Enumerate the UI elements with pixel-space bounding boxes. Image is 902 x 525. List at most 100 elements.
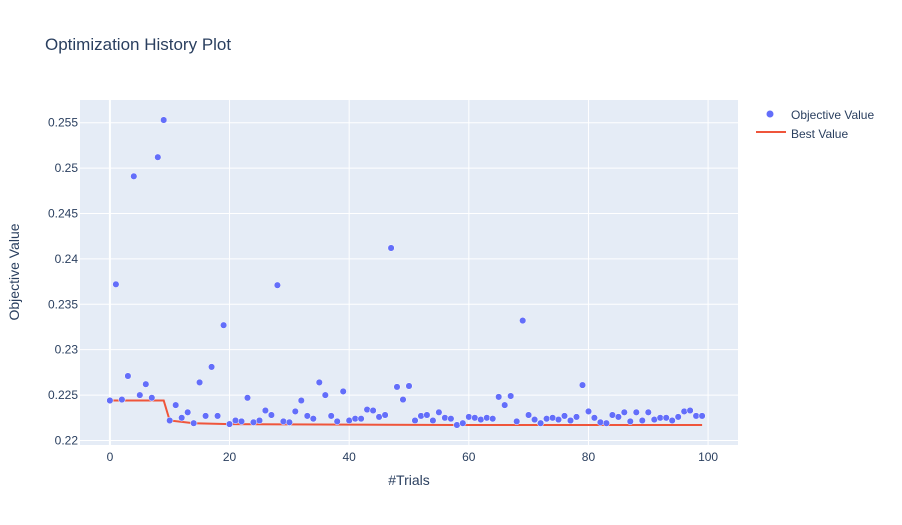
objective-value-point[interactable] <box>136 391 144 399</box>
objective-value-point[interactable] <box>172 401 180 409</box>
objective-value-point[interactable] <box>656 414 664 422</box>
objective-value-point[interactable] <box>255 416 264 425</box>
objective-value-point[interactable] <box>142 380 150 388</box>
objective-value-point[interactable] <box>686 406 694 415</box>
objective-value-point[interactable] <box>435 408 443 416</box>
objective-value-point[interactable] <box>154 153 162 161</box>
objective-value-point[interactable] <box>345 416 353 425</box>
objective-value-point[interactable] <box>692 412 700 420</box>
objective-value-point[interactable] <box>225 420 234 428</box>
objective-value-point[interactable] <box>668 416 676 425</box>
objective-value-point[interactable] <box>166 416 174 425</box>
objective-value-point[interactable] <box>453 421 461 429</box>
objective-value-point[interactable] <box>214 412 222 420</box>
objective-value-point[interactable] <box>381 411 389 419</box>
objective-value-point[interactable] <box>501 401 509 409</box>
objective-value-point[interactable] <box>584 407 593 415</box>
objective-value-point[interactable] <box>178 414 186 422</box>
objective-value-point[interactable] <box>441 414 449 422</box>
objective-value-point[interactable] <box>411 416 419 425</box>
objective-value-point[interactable] <box>429 416 437 425</box>
objective-value-point[interactable] <box>220 321 228 329</box>
objective-value-point[interactable] <box>375 413 383 421</box>
objective-value-point[interactable] <box>680 407 688 415</box>
objective-value-point[interactable] <box>626 417 634 425</box>
objective-value-point[interactable] <box>202 412 210 420</box>
objective-value-point[interactable] <box>477 416 485 424</box>
objective-value-point[interactable] <box>148 394 156 402</box>
objective-value-point[interactable] <box>572 413 581 421</box>
objective-value-point[interactable] <box>297 396 305 405</box>
objective-value-point[interactable] <box>231 416 240 425</box>
objective-value-point[interactable] <box>698 412 706 420</box>
legend-item-best-value[interactable]: Best Value <box>756 127 848 141</box>
objective-value-point[interactable] <box>184 408 192 416</box>
objective-value-point[interactable] <box>333 417 341 425</box>
objective-value-point[interactable] <box>483 414 491 422</box>
objective-value-point[interactable] <box>387 244 395 252</box>
objective-value-point[interactable] <box>267 411 275 419</box>
objective-value-point[interactable] <box>321 391 329 399</box>
objective-value-point[interactable] <box>578 381 587 389</box>
objective-value-point[interactable] <box>507 392 515 400</box>
objective-value-point[interactable] <box>465 413 473 421</box>
objective-value-point[interactable] <box>513 417 521 425</box>
objective-value-point[interactable] <box>447 415 455 423</box>
legend[interactable]: Objective Value Best Value <box>756 108 874 141</box>
objective-value-point[interactable] <box>399 396 407 404</box>
objective-value-point[interactable] <box>118 396 126 404</box>
objective-value-point[interactable] <box>405 382 413 390</box>
objective-value-point[interactable] <box>124 372 132 380</box>
objective-value-point[interactable] <box>566 416 575 425</box>
objective-value-point[interactable] <box>303 412 311 420</box>
objective-value-point[interactable] <box>249 418 258 426</box>
objective-value-point[interactable] <box>243 394 252 402</box>
legend-item-objective-value[interactable]: Objective Value <box>766 108 875 122</box>
objective-value-point[interactable] <box>543 415 551 423</box>
objective-value-point[interactable] <box>596 418 604 426</box>
objective-value-point[interactable] <box>662 414 670 422</box>
objective-value-point[interactable] <box>417 412 425 420</box>
objective-value-point[interactable] <box>471 414 479 422</box>
objective-value-point[interactable] <box>291 407 299 415</box>
objective-value-point[interactable] <box>112 280 120 288</box>
objective-value-point[interactable] <box>160 116 168 124</box>
objective-value-point[interactable] <box>339 387 347 395</box>
objective-value-point[interactable] <box>130 172 138 180</box>
objective-value-point[interactable] <box>327 412 335 420</box>
objective-value-point[interactable] <box>237 417 246 425</box>
objective-value-point[interactable] <box>525 411 533 419</box>
objective-value-point[interactable] <box>674 413 682 421</box>
objective-value-point[interactable] <box>650 416 658 424</box>
objective-value-point[interactable] <box>495 393 503 401</box>
objective-value-point[interactable] <box>560 412 569 420</box>
objective-value-point[interactable] <box>309 415 317 423</box>
objective-value-point[interactable] <box>602 419 610 427</box>
objective-value-point[interactable] <box>537 419 545 427</box>
objective-value-point[interactable] <box>423 411 431 419</box>
objective-value-point[interactable] <box>549 414 557 422</box>
objective-value-point[interactable] <box>285 418 293 426</box>
objective-value-point[interactable] <box>590 414 598 422</box>
objective-value-point[interactable] <box>554 416 563 424</box>
objective-value-point[interactable] <box>459 419 467 427</box>
objective-value-point[interactable] <box>106 396 114 405</box>
objective-value-point[interactable] <box>620 408 628 416</box>
objective-value-point[interactable] <box>357 415 365 423</box>
objective-value-point[interactable] <box>393 383 401 391</box>
objective-value-point[interactable] <box>208 363 216 371</box>
objective-value-point[interactable] <box>608 411 616 419</box>
objective-value-point[interactable] <box>196 378 204 386</box>
objective-value-point[interactable] <box>369 406 377 415</box>
objective-value-point[interactable] <box>632 408 640 416</box>
objective-value-point[interactable] <box>351 415 359 423</box>
objective-value-point[interactable] <box>531 416 539 424</box>
objective-value-point[interactable] <box>315 378 323 386</box>
objective-value-point[interactable] <box>489 415 497 423</box>
objective-value-point[interactable] <box>261 406 269 415</box>
objective-value-point[interactable] <box>190 419 198 427</box>
objective-value-point[interactable] <box>519 317 527 325</box>
objective-value-point[interactable] <box>644 408 652 416</box>
objective-value-point[interactable] <box>638 416 646 425</box>
objective-value-point[interactable] <box>279 417 287 425</box>
